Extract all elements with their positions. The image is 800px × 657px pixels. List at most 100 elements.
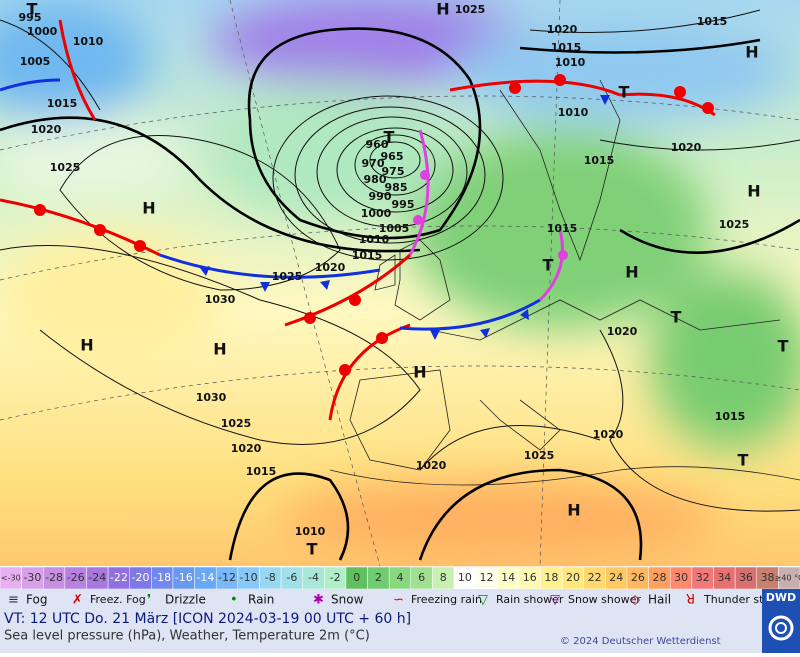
weather-icon: ✗ — [72, 593, 83, 608]
pressure-label: 965 — [381, 150, 404, 163]
pressure-label: 985 — [385, 181, 408, 194]
scale-label: 38 — [761, 571, 775, 584]
pressure-center: T — [738, 451, 749, 470]
weather-icon: ▽ — [550, 593, 560, 608]
scale-label: 6 — [418, 571, 425, 584]
pressure-label: 1020 — [231, 442, 262, 455]
pressure-center: T — [307, 540, 318, 559]
pressure-label: 1010 — [558, 106, 589, 119]
scale-label: 14 — [501, 571, 515, 584]
weather-icon: • — [230, 593, 238, 608]
pressure-label: 1020 — [315, 261, 346, 274]
pressure-label: 960 — [366, 138, 389, 151]
pressure-label: 1020 — [593, 428, 624, 441]
scale-label: -18 — [153, 571, 171, 584]
coastlines — [329, 79, 800, 486]
pressure-label: 1015 — [584, 154, 615, 167]
pressure-label: 1025 — [455, 3, 486, 16]
pressure-label: 1015 — [547, 222, 578, 235]
pressure-center: H — [747, 182, 760, 201]
scale-label: 12 — [479, 571, 493, 584]
pressure-label: 1015 — [352, 249, 383, 262]
weather-label: Fog — [26, 593, 47, 607]
scale-label: ≥40 °C — [775, 574, 800, 583]
pressure-label: 1005 — [379, 222, 410, 235]
weather-icon: ◇ — [630, 593, 640, 608]
weather-label: Freezing rain — [411, 593, 482, 606]
pressure-center: H — [436, 0, 449, 19]
pressure-label: 1010 — [555, 56, 586, 69]
scale-label: 8 — [440, 571, 447, 584]
scale-label: 16 — [523, 571, 537, 584]
weather-icon: ∽ — [393, 593, 404, 608]
weather-icon: ✱ — [313, 593, 324, 608]
map-labels: 9951000101010051015102010251025102010151… — [19, 0, 789, 559]
scale-label: -30 — [23, 571, 41, 584]
graticule — [0, 0, 800, 567]
weather-legend: ≡ Fog ✗ Freez. Fog ❜ Drizzle • Rain ✱ Snow ∽ Freezi… — [8, 593, 785, 608]
scale-label: -26 — [67, 571, 85, 584]
weather-label: Snow — [331, 593, 364, 607]
pressure-center: H — [80, 336, 93, 355]
pressure-label: 1020 — [416, 459, 447, 472]
pressure-center: T — [671, 308, 682, 327]
scale-label: -12 — [218, 571, 236, 584]
weather-label: Freez. Fog — [90, 593, 146, 606]
pressure-label: 1010 — [73, 35, 104, 48]
scale-label: 2 — [375, 571, 382, 584]
scale-label: 24 — [609, 571, 623, 584]
scale-label: -8 — [265, 571, 276, 584]
pressure-center: T — [384, 128, 395, 147]
pressure-label: 975 — [382, 165, 405, 178]
pressure-label: 1020 — [547, 23, 578, 36]
pressure-label: 1010 — [359, 233, 390, 246]
scale-label: 20 — [566, 571, 580, 584]
scale-label: 10 — [458, 571, 472, 584]
pressure-label: 1020 — [671, 141, 702, 154]
scale-label: -22 — [110, 571, 128, 584]
isobars — [0, 9, 800, 561]
pressure-center: H — [413, 363, 426, 382]
scale-label: 30 — [674, 571, 688, 584]
scale-label: 26 — [631, 571, 645, 584]
fronts — [0, 19, 716, 421]
scale-label: -16 — [175, 571, 193, 584]
scale-label: <-30 — [1, 574, 21, 583]
weather-icon: ❜ — [147, 593, 151, 608]
scale-label: -4 — [308, 571, 319, 584]
pressure-label: 1020 — [31, 123, 62, 136]
pressure-label: 1000 — [27, 25, 58, 38]
pressure-label: 1015 — [551, 41, 582, 54]
pressure-label: 1005 — [20, 55, 51, 68]
pressure-label: 995 — [392, 198, 415, 211]
pressure-label: 1000 — [361, 207, 392, 220]
pressure-label: 1025 — [272, 270, 303, 283]
pressure-label: 1025 — [50, 161, 81, 174]
pressure-center: T — [27, 0, 38, 19]
copyright: © 2024 Deutscher Wetterdienst — [560, 636, 721, 647]
pressure-center: H — [567, 501, 580, 520]
map: 9951000101010051015102010251025102010151… — [0, 0, 800, 567]
pressure-label: 1025 — [719, 218, 750, 231]
scale-label: 0 — [353, 571, 360, 584]
scale-label: 4 — [397, 571, 404, 584]
scale-label: 18 — [544, 571, 558, 584]
pressure-label: 1015 — [715, 410, 746, 423]
scale-label: 22 — [588, 571, 602, 584]
scale-label: 36 — [739, 571, 753, 584]
pressure-center: T — [778, 337, 789, 356]
scale-label: 34 — [717, 571, 731, 584]
pressure-label: 1015 — [246, 465, 277, 478]
pressure-label: 990 — [369, 190, 392, 203]
pressure-label: 1015 — [47, 97, 78, 110]
valid-time: VT: 12 UTC Do. 21 März [ICON 2024-03-19 … — [4, 611, 411, 627]
weather-label: Rain — [248, 593, 274, 607]
pressure-center: H — [213, 340, 226, 359]
weather-label: Drizzle — [165, 593, 206, 607]
weather-icon: ▽ — [478, 593, 488, 608]
scale-label: 32 — [696, 571, 710, 584]
pressure-center: H — [745, 43, 758, 62]
weather-label: Hail — [648, 593, 671, 607]
weather-icon: ≡ — [8, 593, 19, 608]
